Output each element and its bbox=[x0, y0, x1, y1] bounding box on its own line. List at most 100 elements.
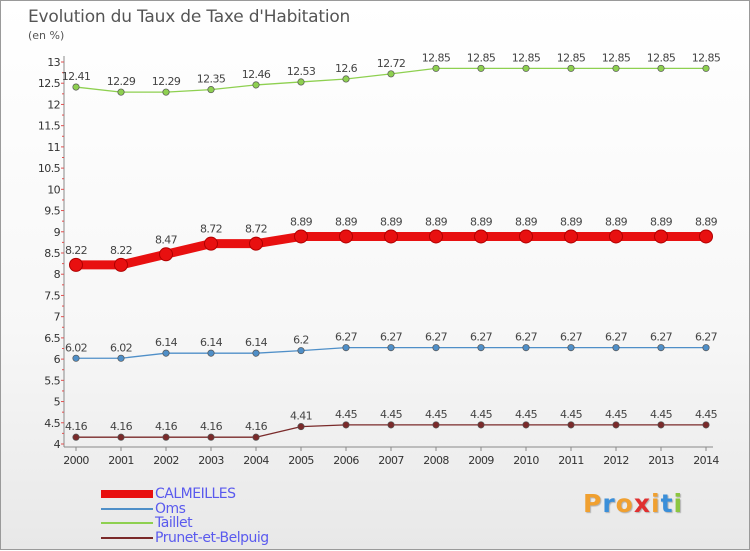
data-point-oms bbox=[117, 354, 125, 362]
y-tick-label: 13 bbox=[47, 56, 60, 69]
data-label-prunet-et-belpuig: 4.45 bbox=[470, 408, 493, 421]
data-label-calmeilles: 8.89 bbox=[605, 215, 628, 228]
data-label-oms: 6.14 bbox=[155, 336, 178, 349]
logo-letter: P bbox=[583, 489, 603, 518]
data-point-oms bbox=[702, 344, 710, 352]
legend-swatch bbox=[101, 522, 153, 524]
data-label-oms: 6.27 bbox=[425, 331, 448, 344]
x-tick-label: 2007 bbox=[378, 454, 404, 467]
data-label-taillet: 12.6 bbox=[335, 62, 358, 75]
data-point-calmeilles bbox=[564, 229, 578, 244]
data-point-prunet-et-belpuig bbox=[387, 421, 395, 429]
data-label-taillet: 12.29 bbox=[107, 75, 136, 88]
data-label-taillet: 12.72 bbox=[377, 57, 406, 70]
data-point-oms bbox=[207, 349, 215, 357]
data-label-prunet-et-belpuig: 4.45 bbox=[380, 408, 403, 421]
data-label-prunet-et-belpuig: 4.45 bbox=[515, 408, 538, 421]
data-label-taillet: 12.85 bbox=[467, 51, 496, 64]
x-tick-label: 2001 bbox=[108, 454, 134, 467]
logo-letter: x bbox=[633, 489, 651, 518]
logo-letter: r bbox=[602, 489, 616, 518]
data-point-taillet bbox=[117, 88, 125, 96]
y-tick-label: 9 bbox=[54, 226, 61, 239]
data-label-prunet-et-belpuig: 4.45 bbox=[335, 408, 358, 421]
y-tick-label: 7.5 bbox=[44, 289, 60, 302]
data-point-taillet bbox=[522, 64, 530, 72]
data-label-oms: 6.27 bbox=[695, 331, 718, 344]
legend-label: Prunet-et-Belpuig bbox=[155, 529, 269, 546]
y-tick-label: 4 bbox=[54, 438, 61, 451]
data-label-taillet: 12.85 bbox=[512, 51, 541, 64]
data-point-prunet-et-belpuig bbox=[432, 421, 440, 429]
data-label-calmeilles: 8.72 bbox=[200, 223, 222, 236]
data-label-taillet: 12.85 bbox=[602, 51, 631, 64]
data-point-prunet-et-belpuig bbox=[522, 421, 530, 429]
data-point-taillet bbox=[702, 64, 710, 72]
data-label-calmeilles: 8.22 bbox=[65, 244, 87, 257]
data-label-oms: 6.27 bbox=[515, 331, 538, 344]
data-label-prunet-et-belpuig: 4.45 bbox=[650, 408, 673, 421]
data-point-calmeilles bbox=[429, 229, 443, 244]
x-tick-label: 2013 bbox=[648, 454, 674, 467]
data-label-oms: 6.27 bbox=[470, 331, 493, 344]
data-point-prunet-et-belpuig bbox=[612, 421, 620, 429]
data-label-oms: 6.14 bbox=[245, 336, 268, 349]
data-point-calmeilles bbox=[339, 229, 353, 244]
data-point-taillet bbox=[207, 86, 215, 94]
data-point-calmeilles bbox=[474, 229, 488, 244]
data-label-oms: 6.02 bbox=[65, 341, 87, 354]
data-point-prunet-et-belpuig bbox=[117, 433, 125, 441]
data-point-calmeilles bbox=[204, 236, 218, 251]
data-point-calmeilles bbox=[654, 229, 668, 244]
y-tick-label: 7 bbox=[54, 311, 61, 324]
x-tick-label: 2002 bbox=[153, 454, 179, 467]
chart-title: Evolution du Taux de Taxe d'Habitation bbox=[28, 7, 351, 27]
data-point-prunet-et-belpuig bbox=[72, 433, 80, 441]
data-label-calmeilles: 8.89 bbox=[650, 215, 673, 228]
legend-swatch bbox=[101, 536, 153, 539]
data-point-prunet-et-belpuig bbox=[567, 421, 575, 429]
data-point-oms bbox=[297, 347, 305, 355]
y-tick-label: 9.5 bbox=[44, 205, 60, 218]
logo-letter: t bbox=[660, 489, 674, 518]
x-tick-label: 2012 bbox=[603, 454, 629, 467]
y-tick-label: 6.5 bbox=[44, 332, 60, 345]
data-point-taillet bbox=[342, 75, 350, 83]
proxiti-logo: Proxiti bbox=[583, 489, 683, 518]
data-point-taillet bbox=[252, 81, 260, 89]
data-point-calmeilles bbox=[699, 229, 713, 244]
x-tick-label: 2005 bbox=[288, 454, 314, 467]
data-point-taillet bbox=[657, 64, 665, 72]
data-label-prunet-et-belpuig: 4.45 bbox=[605, 408, 628, 421]
data-label-calmeilles: 8.89 bbox=[695, 215, 718, 228]
data-point-oms bbox=[387, 344, 395, 352]
chart-legend: CALMEILLES Oms Taillet Prunet-et-Belpuig bbox=[101, 486, 401, 546]
data-label-calmeilles: 8.89 bbox=[515, 215, 538, 228]
y-tick-label: 10 bbox=[47, 183, 60, 196]
data-point-taillet bbox=[297, 78, 305, 86]
data-label-oms: 6.27 bbox=[560, 331, 583, 344]
x-tick-label: 2009 bbox=[468, 454, 494, 467]
data-point-calmeilles bbox=[69, 257, 83, 272]
y-tick-label: 5.5 bbox=[44, 374, 60, 387]
data-label-calmeilles: 8.47 bbox=[155, 233, 178, 246]
data-point-prunet-et-belpuig bbox=[162, 433, 170, 441]
data-point-taillet bbox=[72, 83, 80, 91]
data-point-oms bbox=[342, 344, 350, 352]
data-label-taillet: 12.85 bbox=[557, 51, 586, 64]
legend-label: CALMEILLES bbox=[155, 486, 236, 502]
y-tick-label: 5 bbox=[54, 396, 61, 409]
x-tick-label: 2014 bbox=[693, 454, 719, 467]
y-tick-label: 12 bbox=[47, 98, 60, 111]
data-label-taillet: 12.41 bbox=[62, 70, 91, 83]
legend-item: CALMEILLES bbox=[101, 486, 401, 502]
data-label-calmeilles: 8.89 bbox=[380, 215, 403, 228]
data-label-oms: 6.02 bbox=[110, 341, 132, 354]
data-point-taillet bbox=[387, 70, 395, 78]
legend-item: Prunet-et-Belpuig bbox=[101, 529, 401, 546]
y-axis-unit-label: (en %) bbox=[28, 29, 65, 42]
data-point-oms bbox=[657, 344, 665, 352]
data-point-prunet-et-belpuig bbox=[342, 421, 350, 429]
legend-item: Oms bbox=[101, 501, 401, 517]
